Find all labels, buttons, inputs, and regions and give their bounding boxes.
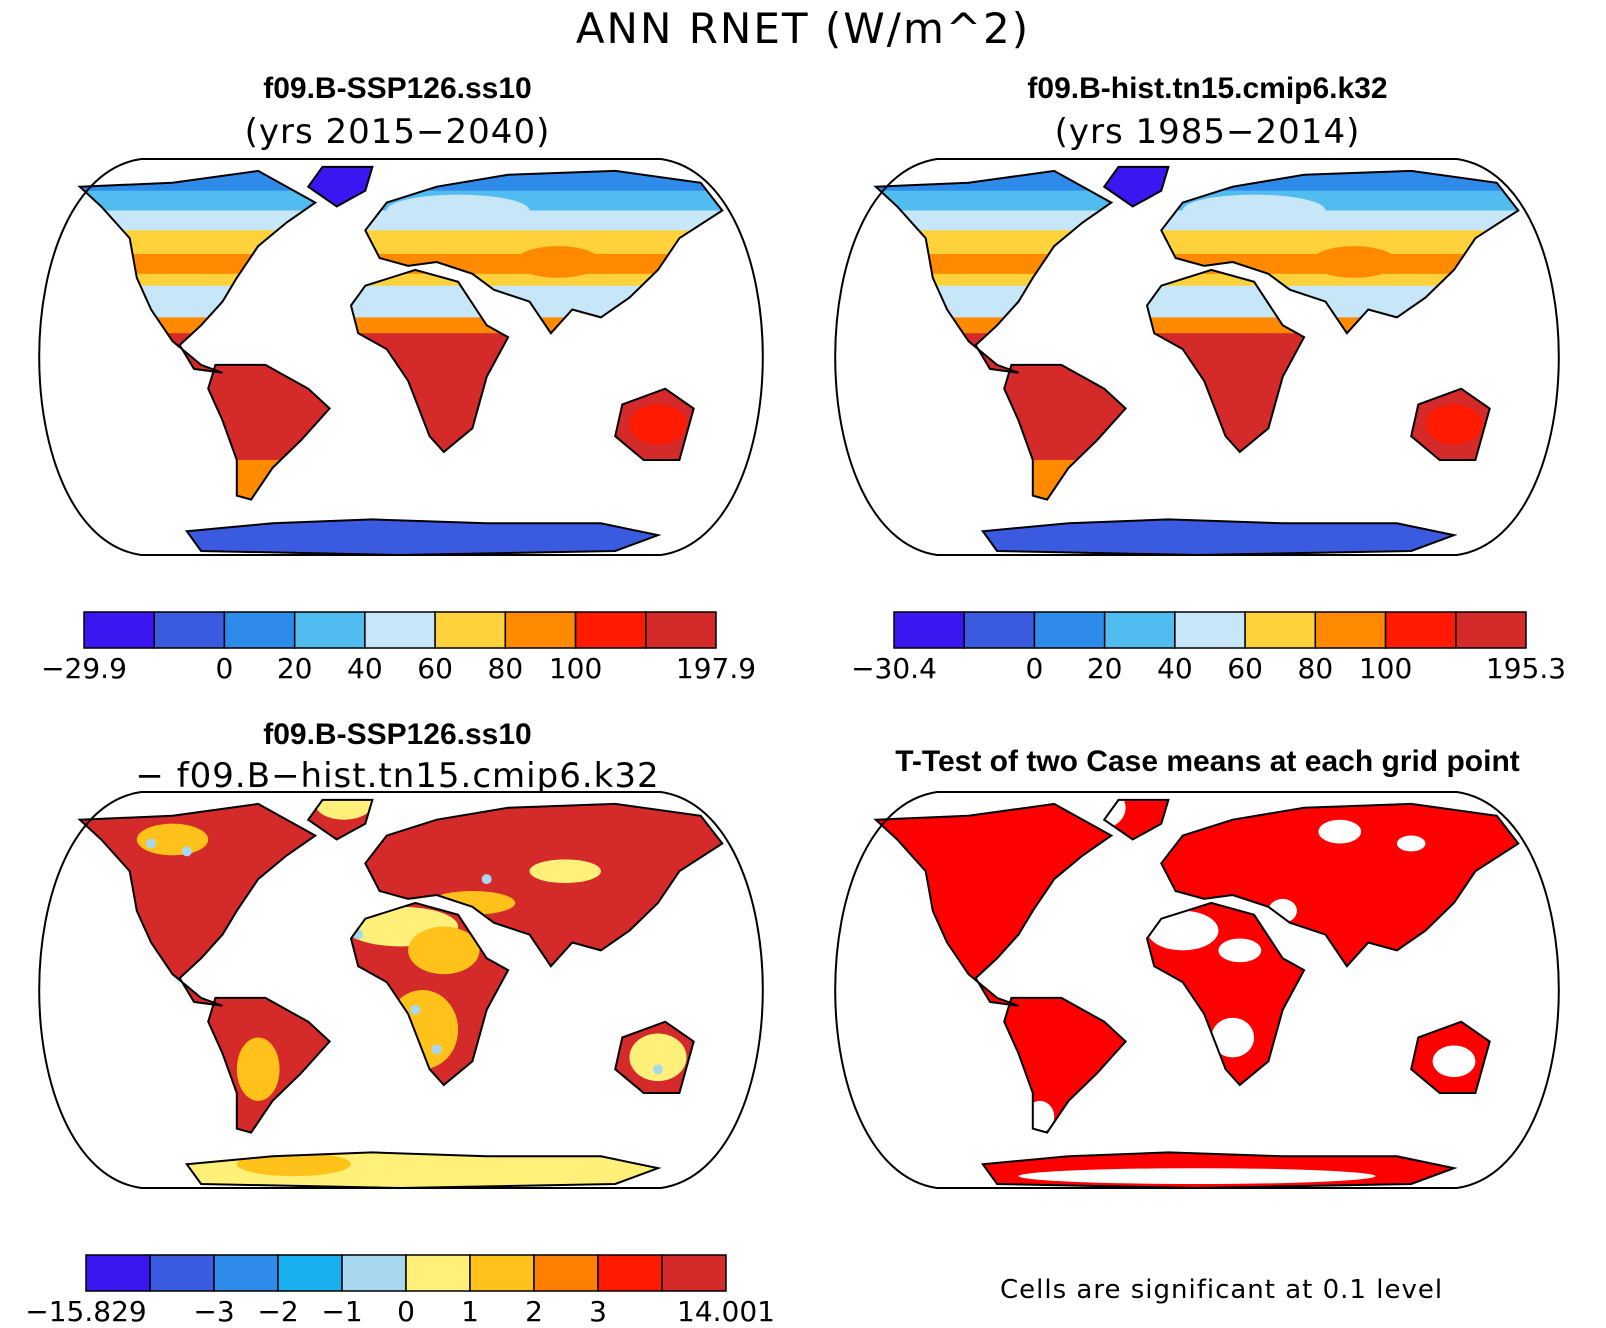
colorbar-swatch: [223, 611, 296, 649]
colorbar-tick-label: 100: [548, 652, 603, 685]
colorbar-tick-label: 40: [1157, 652, 1193, 685]
colorbar-swatch: [277, 1254, 343, 1292]
panel-case-subtitle: (yrs 2015−2040): [244, 112, 551, 152]
colorbar-swatch: [574, 611, 647, 649]
colorbar-swatch: [153, 611, 226, 649]
colorbar-tick-label: 195.3: [1485, 652, 1567, 685]
map-panel-diff: [38, 791, 764, 1190]
panel-case-title: f09.B-SSP126.ss10: [263, 72, 532, 105]
colorbar-swatch: [149, 1254, 215, 1292]
colorbar-swatch: [533, 1254, 599, 1292]
colorbar-tick-label: 40: [347, 652, 383, 685]
panel-diff-subtitle: − f09.B−hist.tn15.cmip6.k32: [135, 756, 660, 796]
colorbar-tick-label: 14.001: [677, 1295, 775, 1328]
colorbar-tick-label: −3: [193, 1295, 235, 1328]
colorbar-tick-label: 3: [589, 1295, 607, 1328]
colorbar-swatch: [1455, 611, 1527, 649]
colorbar-swatch: [469, 1254, 535, 1292]
map-panel-control: [834, 158, 1560, 557]
colorbar-swatch: [1244, 611, 1317, 649]
colorbar-tick-label: −15.829: [25, 1295, 147, 1328]
panel-control-subtitle: (yrs 1985−2014): [1054, 112, 1361, 152]
colorbar-tick-label: 60: [1227, 652, 1263, 685]
colorbar-swatch: [504, 611, 577, 649]
panel-ttest-title: T-Test of two Case means at each grid po…: [895, 745, 1520, 778]
colorbar-tick-label: 20: [276, 652, 313, 685]
colorbar-swatch: [83, 611, 155, 649]
colorbar-tick-label: 2: [525, 1295, 543, 1328]
colorbar-tick-label: 20: [1086, 652, 1123, 685]
colorbar-tick-label: 80: [487, 652, 524, 685]
colorbar-tick-label: −2: [257, 1295, 299, 1328]
colorbar-tick-label: −30.4: [851, 652, 937, 685]
colorbar-tick-label: −29.9: [41, 652, 127, 685]
colorbar-tick-label: 100: [1358, 652, 1413, 685]
colorbar-swatch: [1314, 611, 1387, 649]
colorbar-control: [893, 611, 1527, 649]
colorbar-tick-label: 60: [417, 652, 453, 685]
colorbar-tick-label: 197.9: [675, 652, 757, 685]
colorbar-swatch: [1384, 611, 1457, 649]
colorbar-swatch: [963, 611, 1036, 649]
map-panel-ttest: [834, 791, 1560, 1190]
colorbar-swatch: [434, 611, 507, 649]
map-frame: [38, 791, 764, 1189]
colorbar-swatch: [405, 1254, 471, 1292]
colorbar-swatch: [293, 611, 366, 649]
colorbar-tick-label: 1: [461, 1295, 479, 1328]
coastlines: [873, 798, 1520, 1190]
colorbar-diff: [85, 1254, 727, 1292]
colorbar-swatch: [341, 1254, 407, 1292]
colorbar-swatch: [213, 1254, 279, 1292]
colorbar-tick-label: 0: [397, 1295, 415, 1328]
panel-control-title: f09.B-hist.tn15.cmip6.k32: [1027, 72, 1388, 105]
map-frame: [38, 158, 764, 556]
colorbar-swatch: [1033, 611, 1106, 649]
colorbar-swatch: [85, 1254, 151, 1292]
map-frame: [834, 791, 1560, 1189]
colorbar-tick-label: 80: [1297, 652, 1334, 685]
colorbar-swatch: [661, 1254, 727, 1292]
colorbar-tick-label: −1: [321, 1295, 363, 1328]
colorbar-tick-label: 0: [1025, 652, 1044, 685]
colorbar-swatch: [364, 611, 436, 649]
panel-diff-title: f09.B-SSP126.ss10: [263, 718, 532, 751]
colorbar-tick-label: 0: [215, 652, 234, 685]
map-panel-case: [38, 158, 764, 557]
colorbar-swatch: [645, 611, 717, 649]
coastlines: [873, 165, 1520, 557]
colorbar-swatch: [1174, 611, 1246, 649]
figure-title: ANN RNET (W/m^2): [575, 4, 1031, 53]
colorbar-swatch: [1103, 611, 1176, 649]
colorbar-case: [83, 611, 717, 649]
significance-note: Cells are significant at 0.1 level: [1000, 1275, 1444, 1305]
colorbar-swatch: [893, 611, 965, 649]
map-frame: [834, 158, 1560, 556]
coastlines: [77, 798, 724, 1190]
colorbar-swatch: [597, 1254, 663, 1292]
coastlines: [77, 165, 724, 557]
